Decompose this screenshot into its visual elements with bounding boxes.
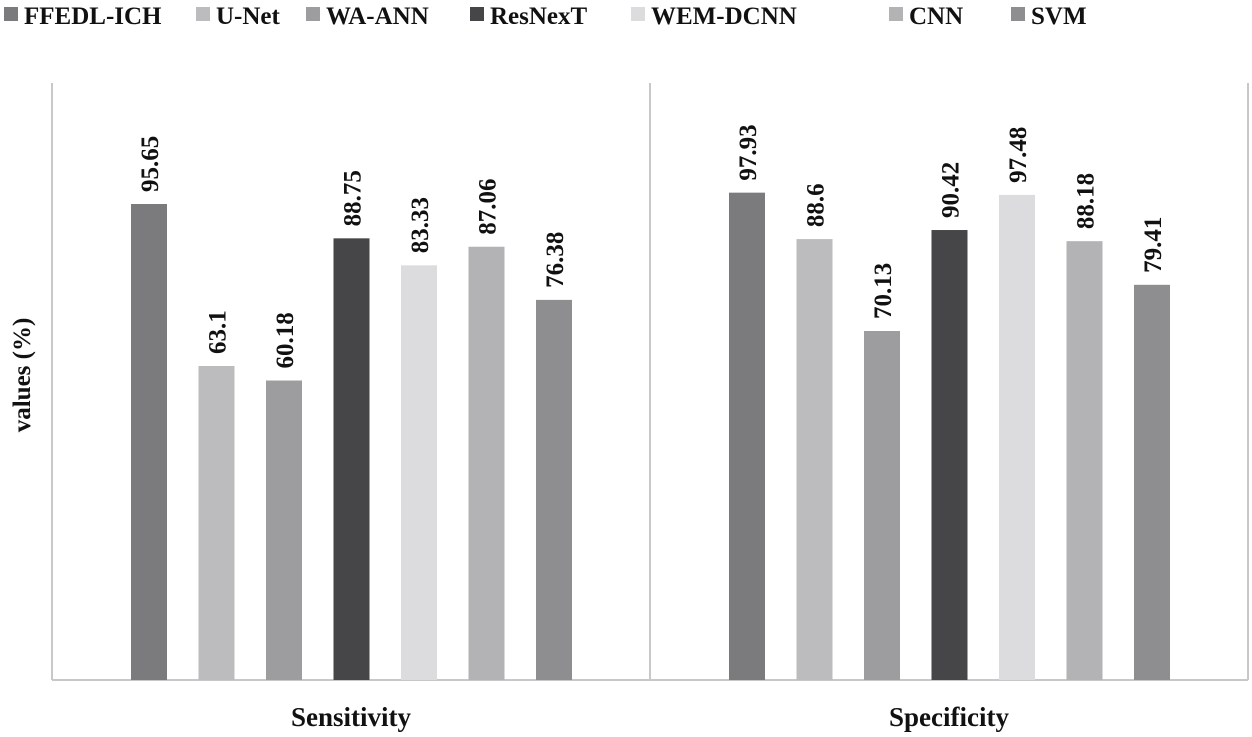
legend-label-wem-dcnn: WEM-DCNN <box>651 3 797 30</box>
data-label-wa-ann-sensitivity: 60.18 <box>272 312 299 368</box>
data-label-ffedl-ich-sensitivity: 95.65 <box>137 136 164 192</box>
legend-swatch-wem-dcnn <box>631 7 645 21</box>
legend: FFEDL-ICH U-Net WA-ANN ResNexT WEM-DCNN CNN SV… <box>4 3 1087 30</box>
bar-wem-dcnn-sensitivity <box>401 265 437 680</box>
bar-svm-specificity <box>1134 284 1170 680</box>
bar-resnext-specificity <box>931 230 968 680</box>
legend-label-cnn: CNN <box>909 3 963 30</box>
data-label-cnn-sensitivity: 87.06 <box>475 178 502 234</box>
bar-wa-ann-sensitivity <box>266 380 302 680</box>
data-label-u-net-specificity: 88.6 <box>803 183 830 227</box>
legend-label-svm: SVM <box>1031 3 1087 30</box>
bar-svm-sensitivity <box>536 299 572 680</box>
legend-swatch-ffedl-ich <box>4 7 18 21</box>
bar-ffedl-ich-sensitivity <box>131 204 167 680</box>
bars <box>131 192 1170 681</box>
y-axis-label: values (%) <box>9 318 36 433</box>
data-label-resnext-sensitivity: 88.75 <box>340 170 367 226</box>
bar-cnn-specificity <box>1066 241 1103 680</box>
bar-wem-dcnn-specificity <box>999 194 1035 680</box>
data-label-wem-dcnn-sensitivity: 83.33 <box>407 197 434 253</box>
bar-wa-ann-specificity <box>864 330 900 680</box>
legend-swatch-cnn <box>889 7 903 21</box>
data-label-resnext-specificity: 90.42 <box>938 162 965 218</box>
bar-u-net-sensitivity <box>198 365 235 680</box>
legend-swatch-resnext <box>470 7 484 21</box>
legend-label-wa-ann: WA-ANN <box>326 3 429 30</box>
legend-swatch-svm <box>1011 7 1025 21</box>
legend-label-resnext: ResNexT <box>490 3 588 30</box>
legend-label-ffedl-ich: FFEDL-ICH <box>24 3 162 30</box>
legend-swatch-u-net <box>196 7 210 21</box>
legend-label-u-net: U-Net <box>216 3 281 30</box>
category-label-specificity: Specificity <box>889 702 1009 732</box>
data-label-svm-specificity: 79.41 <box>1140 217 1167 273</box>
data-label-wem-dcnn-specificity: 97.48 <box>1005 127 1032 183</box>
bar-u-net-specificity <box>796 239 833 680</box>
plot-frame <box>51 83 1249 681</box>
data-label-wa-ann-specificity: 70.13 <box>870 263 897 319</box>
data-label-ffedl-ich-specificity: 97.93 <box>735 124 762 180</box>
bar-resnext-sensitivity <box>333 238 370 680</box>
data-labels: 95.65 97.93 63.1 88.6 60.18 70.13 88.75 90.42 83… <box>137 124 1167 368</box>
data-label-cnn-specificity: 88.18 <box>1073 173 1100 229</box>
data-label-svm-sensitivity: 76.38 <box>542 232 569 288</box>
legend-swatch-wa-ann <box>306 7 320 21</box>
bar-ffedl-ich-specificity <box>729 192 765 680</box>
category-label-sensitivity: Sensitivity <box>291 702 412 732</box>
bar-cnn-sensitivity <box>468 246 505 681</box>
data-label-u-net-sensitivity: 63.1 <box>205 310 232 354</box>
category-labels: Sensitivity Specificity <box>291 702 1009 732</box>
